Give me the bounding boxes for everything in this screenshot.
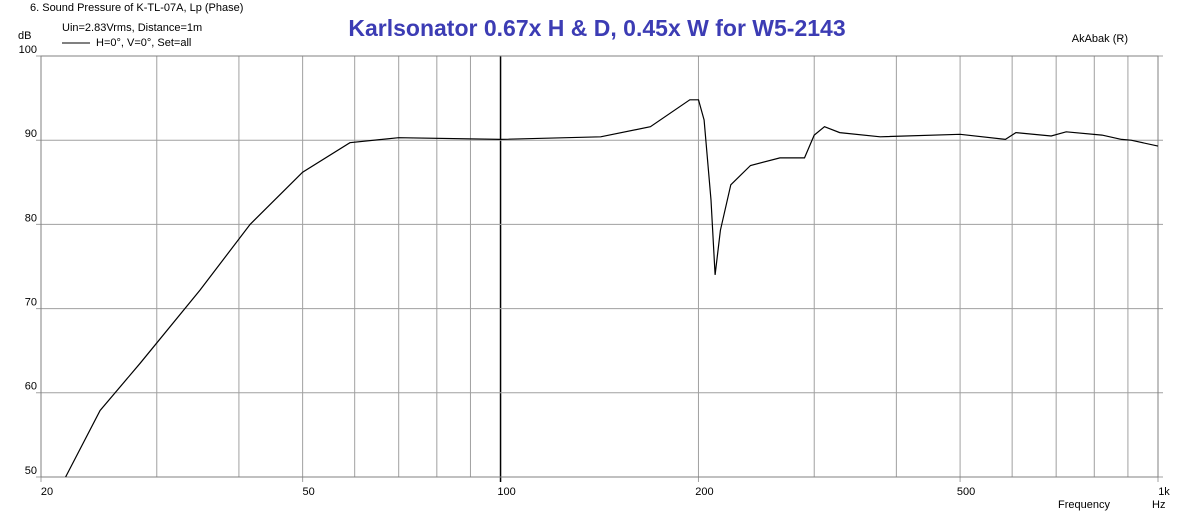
x-tick-label: 100: [497, 486, 515, 498]
x-tick-label: 200: [695, 486, 713, 498]
y-tick-label: 60: [25, 381, 37, 393]
y-tick-label: 50: [25, 465, 37, 477]
y-tick-label: 90: [25, 128, 37, 140]
x-axis-label: Frequency: [1058, 499, 1110, 511]
y-tick-label: 100: [19, 44, 37, 56]
y-tick-label: 70: [25, 297, 37, 309]
y-tick-label: 80: [25, 212, 37, 224]
plot-frame: [40, 55, 1159, 478]
header: 6. Sound Pressure of K-TL-07A, Lp (Phase…: [30, 2, 243, 14]
x-tick-label: 500: [957, 486, 975, 498]
x-tick-label: 50: [303, 486, 315, 498]
y-axis-label: dB: [18, 30, 31, 42]
legend-label: H=0°, V=0°, Set=all: [96, 37, 191, 49]
x-unit: Hz: [1152, 499, 1165, 511]
line: [65, 99, 1159, 478]
subtitle: Uin=2.83Vrms, Distance=1m: [62, 22, 202, 34]
x-tick-label: 20: [41, 486, 53, 498]
x-tick-label: 1k: [1158, 486, 1170, 498]
credit: AkAbak (R): [1072, 33, 1128, 45]
chart-title: Karlsonator 0.67x H & D, 0.45x W for W5-…: [348, 15, 845, 41]
